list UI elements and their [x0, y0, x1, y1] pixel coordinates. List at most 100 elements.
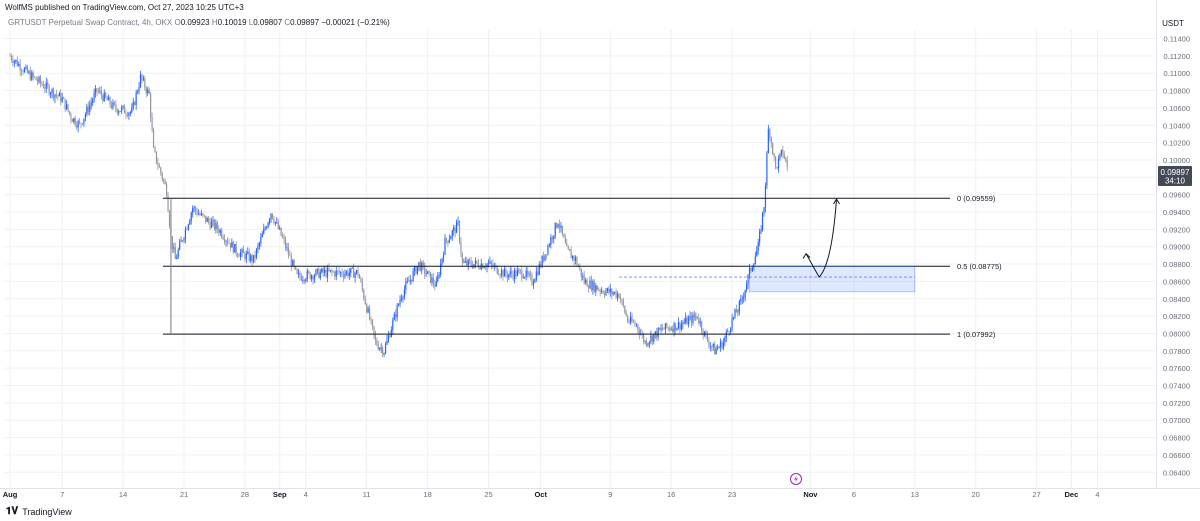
price-axis[interactable]: USDT 0.11400 0.11200 0.11000 0.10800 0.10600… — [1156, 0, 1191, 488]
candle-down — [511, 271, 513, 275]
demand-zone[interactable] — [749, 265, 916, 293]
candle-down — [186, 229, 188, 230]
candle-down — [318, 268, 320, 278]
candle-down — [334, 272, 336, 277]
last-price-tag: 0.09897 34:10 — [1158, 166, 1192, 186]
candle-down — [303, 279, 305, 282]
candle-up — [50, 93, 52, 95]
candle-up — [396, 305, 398, 318]
candle-down — [706, 335, 709, 342]
candle-up — [440, 263, 442, 275]
candle-up — [737, 311, 739, 313]
projection-path[interactable] — [805, 198, 837, 278]
candle-down — [308, 271, 310, 273]
candle-down — [596, 285, 598, 290]
candle-up — [677, 322, 680, 329]
candle-up — [190, 212, 192, 221]
candle-up — [744, 290, 746, 297]
candle-down — [556, 223, 558, 228]
candle-down — [669, 327, 671, 330]
candle-up — [528, 274, 530, 275]
candle-down — [199, 213, 201, 215]
candle-down — [163, 179, 165, 181]
candle-up — [406, 281, 408, 283]
fib-level-label: 1 (0.07992) — [957, 330, 996, 339]
candle-down — [686, 317, 688, 325]
y-tick-label: 0.07400 — [1163, 382, 1190, 391]
candle-down — [57, 95, 59, 97]
candle-down — [68, 110, 71, 114]
candle-up — [509, 271, 511, 275]
candle-down — [322, 268, 324, 273]
candle-up — [399, 299, 401, 305]
candle-up — [386, 339, 388, 345]
candle-down — [735, 309, 738, 313]
candle-up — [147, 89, 149, 94]
candle-down — [312, 275, 314, 280]
candle-up — [699, 321, 701, 324]
candle-down — [422, 262, 424, 266]
candle-up — [315, 270, 317, 276]
symbol-name[interactable]: GRTUSDT Perpetual Swap Contract, 4h, OKX — [8, 18, 173, 27]
candle-down — [567, 246, 569, 250]
y-tick-label: 0.10600 — [1163, 104, 1190, 113]
candle-up — [413, 266, 416, 272]
candle-up — [268, 219, 271, 223]
candle-down — [309, 272, 311, 279]
candle-down — [358, 274, 361, 279]
candle-up — [311, 275, 313, 279]
candle-down — [599, 289, 601, 292]
candle-down — [41, 83, 43, 85]
candle-down — [679, 322, 681, 330]
ohlc-high: 0.10019 — [217, 18, 247, 27]
candle-up — [354, 273, 356, 278]
candle-down — [782, 149, 784, 155]
candle-down — [701, 321, 703, 331]
candle-up — [760, 229, 762, 232]
candle-up — [715, 348, 717, 355]
candle-up — [326, 268, 329, 277]
candle-up — [730, 328, 732, 332]
candle-down — [148, 89, 150, 94]
candle-down — [287, 247, 289, 256]
candle-up — [682, 323, 684, 325]
candle-up — [457, 221, 459, 222]
candle-down — [666, 323, 668, 328]
candle-up — [695, 316, 697, 318]
candle-down — [347, 271, 349, 277]
candle-down — [576, 257, 578, 266]
candle-up — [418, 262, 420, 267]
candle-down — [181, 240, 184, 242]
candle-up — [557, 224, 559, 228]
x-tick-label: Nov — [803, 490, 818, 499]
tradingview-logo-icon: 𝟏𝐕 — [6, 506, 19, 517]
candle-down — [674, 323, 677, 331]
candle-up — [508, 274, 510, 278]
candle-up — [103, 92, 105, 101]
candle-up — [84, 114, 86, 119]
candle-up — [398, 304, 400, 306]
candle-down — [627, 315, 629, 322]
candle-up — [722, 342, 724, 349]
candle-down — [540, 264, 542, 267]
candle-down — [171, 236, 173, 249]
candle-down — [229, 243, 231, 248]
candle-up — [297, 273, 300, 274]
candle-down — [244, 252, 246, 260]
candle-up — [58, 92, 60, 97]
candle-down — [690, 315, 693, 323]
ohlc-low: 0.09807 — [253, 18, 283, 27]
y-tick-label: 0.11000 — [1163, 69, 1190, 78]
candle-down — [447, 240, 449, 243]
candle-down — [300, 276, 303, 281]
candle-down — [696, 316, 698, 319]
candle-down — [254, 255, 256, 258]
flash-icon[interactable] — [790, 473, 802, 485]
x-tick-label: Oct — [534, 490, 547, 499]
time-axis[interactable]: Aug 7 14 21 28 Sep 4 11 18 25 Oct 9 16 23 Nov 6 13 20 27 De… — [0, 488, 1200, 500]
candle-up — [239, 252, 242, 257]
candle-down — [460, 241, 462, 254]
candle-up — [247, 251, 249, 254]
candle-down — [144, 78, 146, 88]
